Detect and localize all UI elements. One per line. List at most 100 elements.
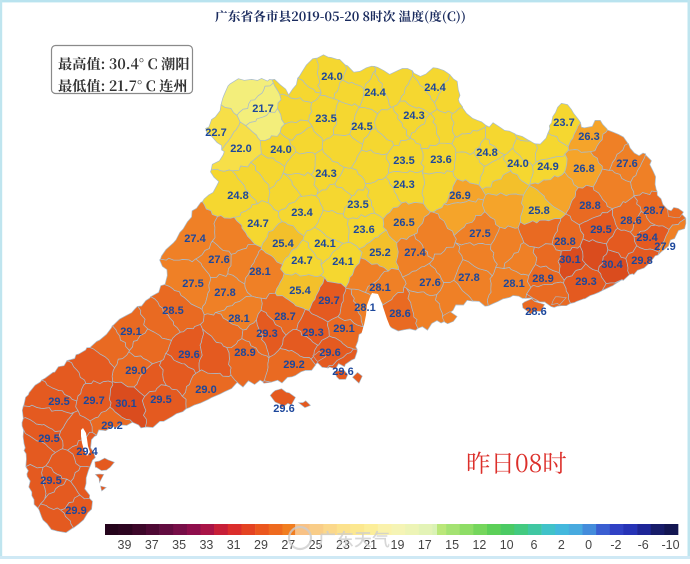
svg-text:-10: -10: [661, 538, 679, 552]
svg-text:29.5: 29.5: [38, 433, 59, 445]
svg-text:30.1: 30.1: [559, 254, 580, 266]
svg-text:10: 10: [500, 538, 514, 552]
svg-text:29.3: 29.3: [256, 328, 277, 340]
svg-text:33: 33: [199, 538, 213, 552]
svg-text:28.1: 28.1: [503, 278, 524, 290]
svg-text:35: 35: [172, 538, 186, 552]
svg-text:29.1: 29.1: [333, 323, 354, 335]
svg-text:25.4: 25.4: [289, 285, 311, 297]
svg-text:28.6: 28.6: [620, 215, 641, 227]
svg-text:-6: -6: [638, 538, 649, 552]
svg-text:29.1: 29.1: [120, 326, 141, 338]
svg-text:29.2: 29.2: [283, 359, 304, 371]
svg-text:21.7: 21.7: [252, 103, 273, 115]
svg-text:29.0: 29.0: [125, 365, 146, 377]
svg-text:24.4: 24.4: [364, 87, 386, 99]
svg-text:30.1: 30.1: [115, 398, 136, 410]
svg-text:24.8: 24.8: [476, 147, 497, 159]
svg-text:28.1: 28.1: [369, 282, 390, 294]
svg-text:21: 21: [363, 538, 377, 552]
svg-text:39: 39: [118, 538, 132, 552]
svg-text:30.4: 30.4: [601, 259, 623, 271]
svg-text:25.4: 25.4: [272, 238, 294, 250]
svg-text:26.9: 26.9: [449, 190, 470, 202]
svg-text:29.6: 29.6: [178, 349, 199, 361]
svg-text:29.3: 29.3: [302, 327, 323, 339]
svg-text:28.9: 28.9: [234, 347, 255, 359]
svg-text:24.9: 24.9: [537, 161, 558, 173]
svg-text:29.7: 29.7: [318, 295, 339, 307]
svg-text:29.3: 29.3: [575, 276, 596, 288]
svg-text:12: 12: [472, 538, 486, 552]
svg-text:23.7: 23.7: [553, 117, 574, 129]
svg-text:27.8: 27.8: [458, 272, 479, 284]
svg-text:23.6: 23.6: [353, 224, 374, 236]
svg-text:28.7: 28.7: [643, 205, 664, 217]
svg-text:28.8: 28.8: [554, 236, 575, 248]
svg-text:27.5: 27.5: [469, 228, 490, 240]
svg-text:27.8: 27.8: [214, 287, 235, 299]
svg-text:29.6: 29.6: [273, 403, 294, 415]
svg-text:28.6: 28.6: [389, 308, 410, 320]
svg-text:17: 17: [418, 538, 432, 552]
svg-text:29.2: 29.2: [101, 420, 122, 432]
svg-text:26.3: 26.3: [578, 131, 599, 143]
svg-text:24.0: 24.0: [507, 158, 528, 170]
svg-text:29.4: 29.4: [76, 446, 98, 458]
svg-text:24.3: 24.3: [315, 168, 336, 180]
svg-text:29.0: 29.0: [195, 384, 216, 396]
svg-text:24.0: 24.0: [270, 144, 291, 156]
svg-text:24.7: 24.7: [247, 218, 268, 230]
svg-text:23.6: 23.6: [430, 154, 451, 166]
svg-text:24.0: 24.0: [321, 71, 342, 83]
svg-text:28.7: 28.7: [274, 311, 295, 323]
svg-text:29.7: 29.7: [83, 395, 104, 407]
svg-text:0: 0: [585, 538, 592, 552]
svg-text:27.5: 27.5: [182, 278, 203, 290]
svg-text:2: 2: [558, 538, 565, 552]
svg-text:29.5: 29.5: [590, 224, 611, 236]
svg-text:28.6: 28.6: [525, 306, 546, 318]
svg-text:22.7: 22.7: [205, 127, 226, 139]
svg-text:25.2: 25.2: [369, 247, 390, 259]
svg-text:24.3: 24.3: [393, 179, 414, 191]
svg-text:37: 37: [145, 538, 159, 552]
svg-text:27.6: 27.6: [616, 158, 637, 170]
svg-text:28.8: 28.8: [579, 200, 600, 212]
svg-text:28.1: 28.1: [228, 313, 249, 325]
svg-text:28.5: 28.5: [162, 305, 183, 317]
svg-text:23.5: 23.5: [393, 155, 414, 167]
svg-text:29.6: 29.6: [319, 347, 340, 359]
svg-text:24.5: 24.5: [351, 121, 372, 133]
svg-text:27.6: 27.6: [208, 254, 229, 266]
svg-text:24.1: 24.1: [314, 238, 335, 250]
svg-text:29.5: 29.5: [40, 475, 61, 487]
svg-text:15: 15: [445, 538, 459, 552]
svg-text:29.6: 29.6: [332, 366, 353, 378]
svg-text:29.5: 29.5: [48, 396, 69, 408]
svg-text:29.9: 29.9: [65, 505, 86, 517]
svg-text:-2: -2: [610, 538, 621, 552]
svg-text:19: 19: [391, 538, 405, 552]
svg-text:29.8: 29.8: [631, 255, 652, 267]
svg-text:23.4: 23.4: [291, 207, 313, 219]
svg-text:28.9: 28.9: [532, 273, 553, 285]
svg-text:25.8: 25.8: [528, 205, 549, 217]
svg-text:23.5: 23.5: [315, 113, 336, 125]
svg-text:27.4: 27.4: [184, 233, 206, 245]
svg-text:27.6: 27.6: [419, 277, 440, 289]
svg-text:28.1: 28.1: [249, 266, 270, 278]
svg-text:29.5: 29.5: [150, 394, 171, 406]
svg-text:26.5: 26.5: [393, 217, 414, 229]
svg-text:23.5: 23.5: [347, 199, 368, 211]
svg-text:24.7: 24.7: [291, 255, 312, 267]
svg-text:24.4: 24.4: [424, 82, 446, 94]
svg-text:27.4: 27.4: [404, 247, 426, 259]
svg-text:29: 29: [254, 538, 268, 552]
svg-text:28.1: 28.1: [354, 302, 375, 314]
svg-text:24.8: 24.8: [227, 190, 248, 202]
svg-text:24.1: 24.1: [332, 256, 353, 268]
svg-text:31: 31: [227, 538, 241, 552]
svg-text:6: 6: [531, 538, 538, 552]
svg-text:26.8: 26.8: [573, 163, 594, 175]
